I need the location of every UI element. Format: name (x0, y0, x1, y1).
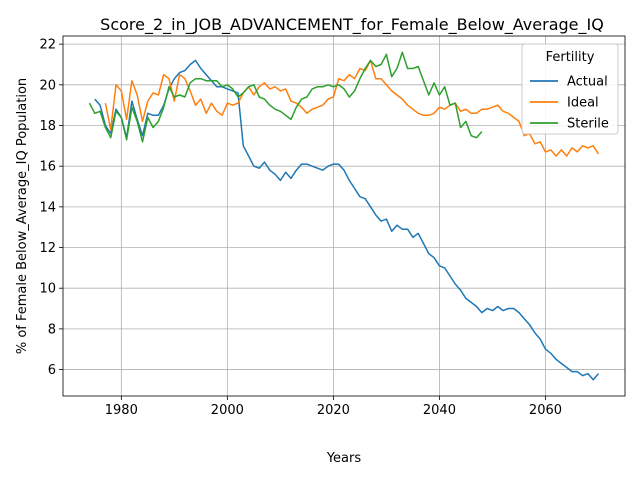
x-tick-label-1: 2000 (211, 403, 244, 418)
legend-label-sterile: Sterile (567, 117, 609, 132)
y-tick-label-2: 10 (39, 282, 56, 297)
y-tick-label-4: 14 (39, 200, 56, 215)
chart-title: Score_2_in_JOB_ADVANCEMENT_for_Female_Be… (100, 15, 604, 35)
y-axis-label: % of Female Below_Average_IQ Population (15, 78, 30, 354)
x-tick-label-3: 2040 (423, 403, 456, 418)
series-line-actual (94, 59, 600, 381)
x-tick-label-0: 1980 (105, 403, 138, 418)
plot-frame (62, 35, 626, 397)
y-tick-label-0: 6 (48, 363, 56, 378)
y-tick-label-1: 8 (48, 322, 56, 337)
y-tick-label-7: 20 (39, 78, 56, 93)
series-line-ideal (104, 59, 600, 157)
legend: Fertility Actual Ideal Sterile (521, 43, 619, 135)
x-axis-label: Years (326, 451, 362, 466)
legend-label-ideal: Ideal (567, 96, 599, 111)
y-tick-label-5: 16 (39, 160, 56, 175)
y-tick-label-3: 12 (39, 241, 56, 256)
x-tick-label-2: 2020 (317, 403, 350, 418)
legend-box (521, 43, 619, 135)
y-tick-label-8: 22 (39, 38, 56, 53)
legend-title: Fertility (546, 50, 595, 65)
y-tick-label-6: 18 (39, 119, 56, 134)
series-line-sterile (88, 51, 483, 143)
x-tick-label-4: 2060 (529, 403, 562, 418)
legend-label-actual: Actual (567, 75, 608, 90)
